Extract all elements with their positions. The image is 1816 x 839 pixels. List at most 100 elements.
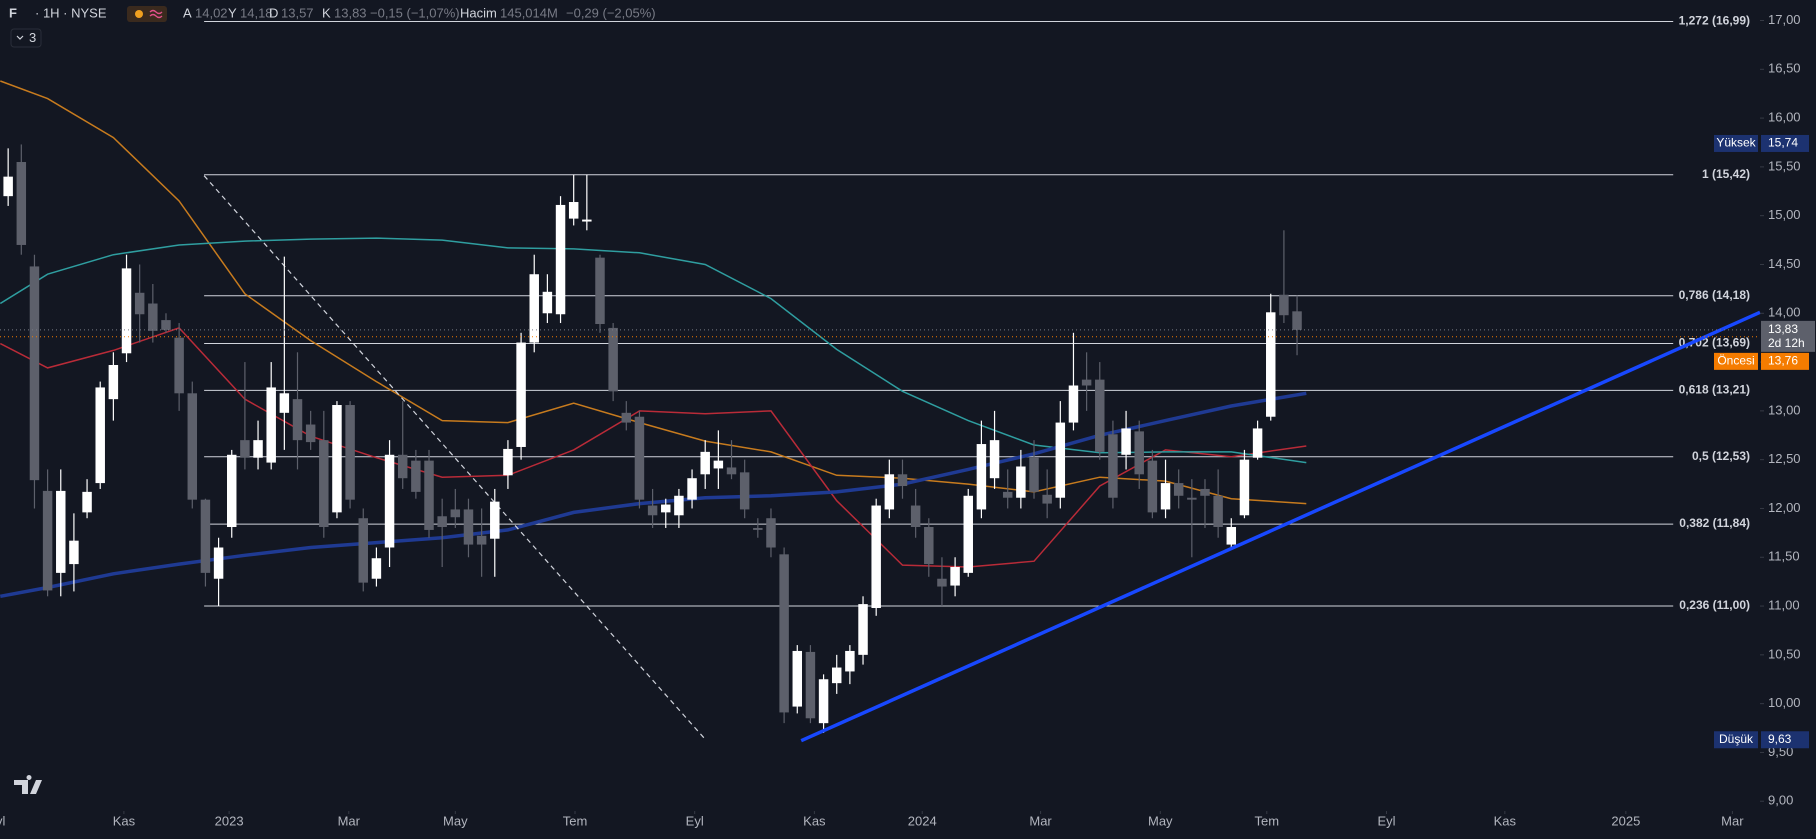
x-tick-label: Kas xyxy=(1494,813,1517,828)
candle-body xyxy=(16,162,27,245)
fib-label: 1,272 (16,99) xyxy=(1679,14,1750,28)
plot-area: 1,272 (16,99)1 (15,42)0,786 (14,18)0,702… xyxy=(0,14,1761,743)
y-tick-label: 14,00 xyxy=(1768,305,1801,320)
volume: 145,014M xyxy=(500,5,558,20)
x-tick-label: May xyxy=(443,813,468,828)
y-tick-label: 14,50 xyxy=(1768,256,1801,271)
x-tick-label: Mar xyxy=(1721,813,1744,828)
fib-label: 0,786 (14,18) xyxy=(1679,288,1750,302)
x-tick-label: Tem xyxy=(563,813,588,828)
candle-body xyxy=(292,399,303,441)
candle-body xyxy=(305,424,316,443)
candle-body xyxy=(200,499,211,573)
candle-body xyxy=(950,567,960,586)
volume-label: Hacim xyxy=(460,5,497,20)
candle-body xyxy=(937,578,947,587)
candle-body xyxy=(1187,497,1197,500)
candle-body xyxy=(1095,379,1105,452)
x-tick-label: Kas xyxy=(113,813,136,828)
candle-body xyxy=(924,527,934,565)
candle-body xyxy=(805,651,816,719)
x-tick-label: Mar xyxy=(338,813,361,828)
y-tick-label: 11,50 xyxy=(1768,549,1800,564)
ohlc-value: 13,83 xyxy=(334,5,367,20)
candle-body xyxy=(661,504,671,513)
x-tick-label: Eyl xyxy=(0,813,5,828)
details: · 1H · NYSE xyxy=(35,5,107,20)
x-tick-label: 2025 xyxy=(1611,813,1640,828)
candle-body xyxy=(897,474,908,487)
y-tick-label: 15,00 xyxy=(1768,207,1801,222)
candle-body xyxy=(411,460,421,492)
x-tick-label: Mar xyxy=(1029,813,1052,828)
candle-body xyxy=(634,416,645,500)
x-tick-label: Eyl xyxy=(686,813,704,828)
candle-body xyxy=(884,474,895,510)
candle-body xyxy=(1279,294,1289,316)
candle-body xyxy=(358,518,368,583)
candle-body xyxy=(1081,379,1092,386)
y-tick-label: 15,50 xyxy=(1768,158,1801,173)
moving-average xyxy=(0,237,1307,464)
candle-body xyxy=(818,679,829,724)
fib-label: 0,5 (12,53) xyxy=(1692,449,1750,463)
indicator-toggle[interactable] xyxy=(10,28,42,48)
candle-body xyxy=(516,342,526,447)
candle-body xyxy=(279,393,290,413)
fib-label: 0,382 (11,84) xyxy=(1679,516,1750,530)
badge-name: Yüksek xyxy=(1716,136,1756,150)
candle-body xyxy=(253,440,263,458)
badge-name-bg xyxy=(1714,731,1758,749)
volume-change: −0,29 (−2,05%) xyxy=(566,5,656,20)
candle-body xyxy=(726,467,737,475)
candle-body xyxy=(976,444,987,510)
logo[interactable] xyxy=(14,774,42,794)
candle-body xyxy=(3,176,13,197)
session-icon xyxy=(127,6,167,22)
candle-body xyxy=(148,303,158,331)
candle-body xyxy=(608,327,618,392)
session-icon xyxy=(135,10,143,18)
candle-body xyxy=(1121,428,1131,455)
candle-body xyxy=(1016,466,1026,498)
candle-body xyxy=(753,527,763,530)
trendline xyxy=(800,310,1761,743)
candle-body xyxy=(1134,431,1144,475)
x-tick-label: Tem xyxy=(1255,813,1280,828)
candle-body xyxy=(1160,483,1171,510)
candle-body xyxy=(384,454,395,548)
candle-body xyxy=(700,451,710,475)
chevron xyxy=(16,35,24,40)
candle-body xyxy=(766,518,776,548)
candle-body xyxy=(1266,312,1276,417)
candle-body xyxy=(595,257,605,325)
fib-label: 1 (15,42) xyxy=(1702,167,1750,181)
fib-label: 0,618 (13,21) xyxy=(1679,383,1750,397)
y-tick-label: 11,00 xyxy=(1768,597,1800,612)
y-tick-label: 17,00 xyxy=(1768,12,1801,27)
candle-body xyxy=(1226,527,1237,545)
premarket-value-bg xyxy=(1761,352,1809,370)
candle-body xyxy=(831,667,842,684)
candle-body xyxy=(621,412,632,423)
badge-value: 15,74 xyxy=(1768,136,1798,150)
y-tick-label: 16,50 xyxy=(1768,61,1801,76)
candle-body xyxy=(227,454,237,528)
last-price: 13,83 xyxy=(1768,322,1798,336)
x-tick-label: May xyxy=(1148,813,1173,828)
change: −0,15 (−1,07%) xyxy=(370,5,460,20)
candle-body xyxy=(69,540,79,565)
candle-body xyxy=(319,440,329,528)
candle-body xyxy=(989,440,1000,479)
candle-body xyxy=(490,501,500,539)
premarket-value: 13,76 xyxy=(1768,354,1798,368)
ohlc-key: K xyxy=(322,5,331,20)
candle-body xyxy=(542,291,553,314)
candle-body xyxy=(450,509,461,518)
y-tick-label: 13,00 xyxy=(1768,402,1801,417)
ohlc-key: Y xyxy=(228,5,237,20)
candle-body xyxy=(1147,460,1158,513)
candle-body xyxy=(240,440,250,458)
